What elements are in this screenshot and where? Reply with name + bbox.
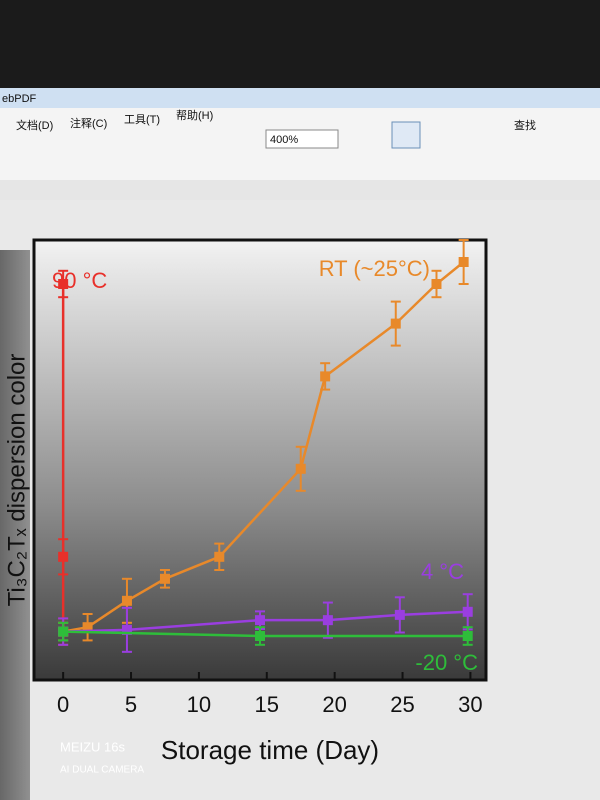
bezel bbox=[0, 0, 600, 88]
data-point bbox=[458, 257, 469, 267]
series-label: -20 °C bbox=[415, 650, 478, 675]
hand-tool[interactable] bbox=[391, 121, 421, 149]
data-point bbox=[82, 622, 93, 633]
x-tick-label: 0 bbox=[57, 692, 69, 717]
zoom-box[interactable] bbox=[265, 129, 339, 149]
shadow bbox=[0, 250, 30, 800]
watermark: AI DUAL CAMERA bbox=[60, 765, 144, 776]
data-point bbox=[255, 631, 265, 641]
data-point bbox=[320, 371, 331, 382]
data-point bbox=[214, 551, 225, 562]
x-tick-label: 15 bbox=[255, 692, 279, 717]
data-point bbox=[295, 463, 306, 474]
menu-item[interactable]: 工具(T) bbox=[124, 113, 160, 126]
series-line bbox=[63, 610, 468, 633]
x-tick-label: 25 bbox=[390, 692, 414, 717]
x-tick-label: 30 bbox=[458, 692, 482, 717]
menu-item[interactable]: 文档(D) bbox=[16, 118, 53, 132]
series-label: RT (~25°C) bbox=[319, 256, 430, 281]
data-point bbox=[58, 626, 69, 637]
data-point bbox=[58, 279, 69, 289]
data-point bbox=[394, 609, 405, 620]
data-point bbox=[121, 624, 132, 635]
menu-item[interactable]: 帮助(H) bbox=[176, 108, 213, 122]
plot-area bbox=[32, 238, 488, 682]
app-title: ebPDF bbox=[2, 93, 37, 105]
data-point bbox=[390, 318, 401, 329]
data-point bbox=[322, 615, 333, 626]
x-tick-label: 20 bbox=[322, 692, 346, 717]
series-label: 90 °C bbox=[52, 268, 107, 293]
data-point bbox=[462, 606, 473, 617]
series-line bbox=[62, 261, 465, 633]
x-tick-label: 10 bbox=[187, 692, 211, 717]
watermark: MEIZU 16s bbox=[60, 739, 126, 754]
data-point bbox=[121, 595, 132, 606]
x-axis-label: Storage time (Day) bbox=[161, 735, 379, 765]
data-point bbox=[58, 551, 69, 562]
data-point bbox=[462, 631, 473, 641]
title-bar bbox=[0, 88, 600, 108]
series-label: 4 °C bbox=[421, 559, 464, 584]
x-tick-label: 5 bbox=[125, 692, 137, 717]
zoom-value: 400% bbox=[270, 134, 298, 146]
y-axis-label: Ti₃C₂Tₓ dispersion color bbox=[3, 354, 30, 607]
menu-item[interactable]: 注释(C) bbox=[70, 116, 107, 130]
data-point bbox=[431, 279, 442, 289]
search[interactable]: 查找 bbox=[514, 118, 536, 132]
data-point bbox=[159, 573, 170, 584]
data-point bbox=[255, 615, 265, 626]
